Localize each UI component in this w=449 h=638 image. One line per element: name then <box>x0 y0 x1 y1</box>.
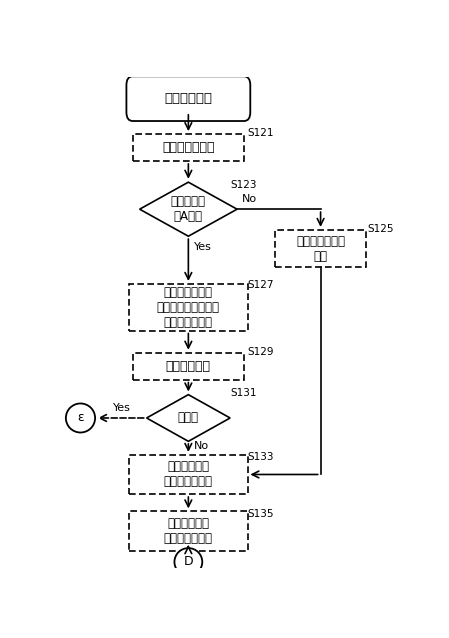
Text: 本人確認処理を
実施し、通信事業者
保持データ取得: 本人確認処理を 実施し、通信事業者 保持データ取得 <box>157 286 220 329</box>
Text: 運転者を特定: 運転者を特定 <box>166 360 211 373</box>
Text: S133: S133 <box>247 452 274 462</box>
Text: Yes: Yes <box>113 403 131 413</box>
Bar <box>275 230 366 267</box>
Text: No: No <box>242 195 257 204</box>
Bar <box>129 284 247 330</box>
Text: Yes: Yes <box>194 242 211 252</box>
Text: S131: S131 <box>230 389 257 398</box>
Text: No: No <box>194 441 209 452</box>
Bar <box>133 134 244 161</box>
Text: 利用申し込み
受付処理を実施: 利用申し込み 受付処理を実施 <box>164 517 213 545</box>
Bar <box>129 511 247 551</box>
Text: 利用申込処理: 利用申込処理 <box>164 92 212 105</box>
Polygon shape <box>146 395 230 441</box>
Ellipse shape <box>66 403 95 433</box>
Text: ε: ε <box>77 412 84 424</box>
Ellipse shape <box>174 548 202 575</box>
Text: S127: S127 <box>247 280 274 290</box>
Bar <box>133 353 244 380</box>
Text: S135: S135 <box>247 508 274 519</box>
Text: S129: S129 <box>247 346 274 357</box>
Text: 運転者情報の
確認処理を実施: 運転者情報の 確認処理を実施 <box>164 461 213 489</box>
Polygon shape <box>140 182 237 236</box>
Text: 新規？: 新規？ <box>178 412 199 424</box>
Text: S121: S121 <box>247 128 274 138</box>
Text: 通信事業者特定: 通信事業者特定 <box>162 141 215 154</box>
FancyBboxPatch shape <box>127 77 250 121</box>
Text: 通信事業者
はA社？: 通信事業者 はA社？ <box>171 195 206 223</box>
Text: D: D <box>184 556 193 568</box>
Text: S123: S123 <box>230 179 257 189</box>
Text: ログイン処理を
実施: ログイン処理を 実施 <box>296 235 345 262</box>
Text: S125: S125 <box>368 224 394 234</box>
Bar <box>129 455 247 494</box>
